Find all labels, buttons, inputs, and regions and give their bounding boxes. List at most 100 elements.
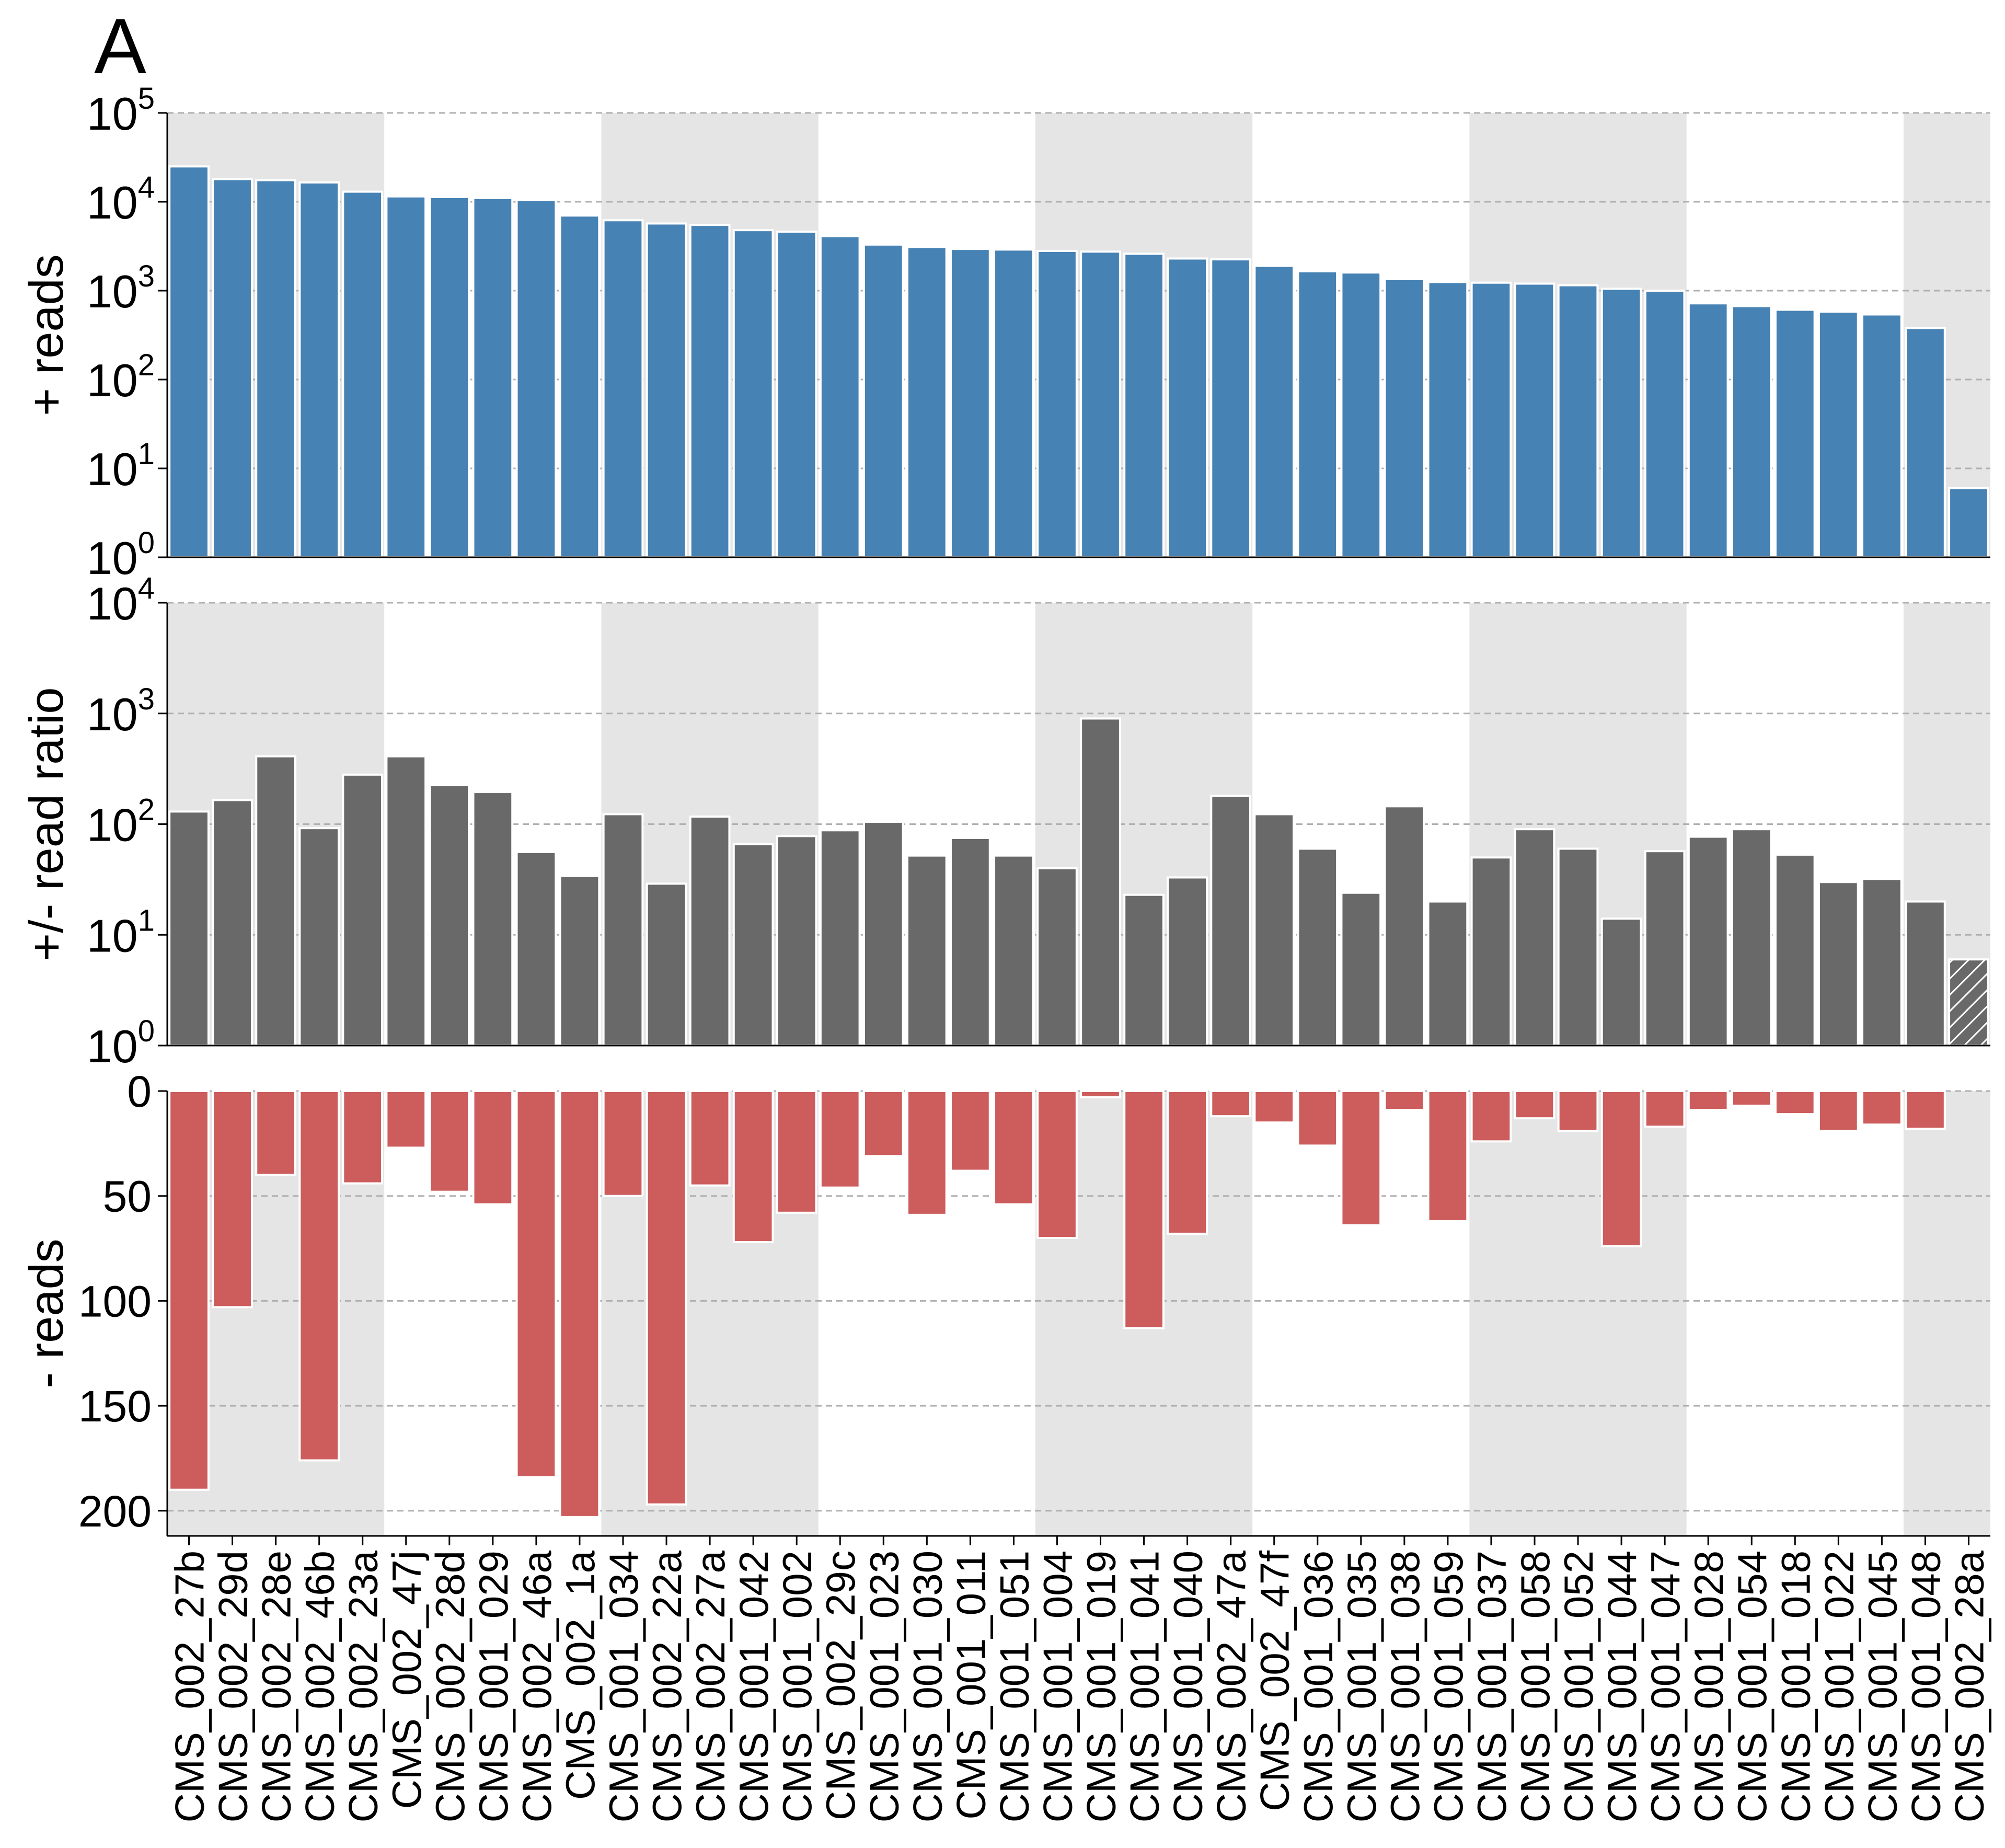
bar — [819, 235, 861, 559]
bar — [1340, 1090, 1382, 1226]
x-tick-label: CMS_002_47f — [1252, 1551, 1298, 1811]
x-tick-label: CMS_001_052 — [1555, 1551, 1601, 1822]
x-tick-label: CMS_001_048 — [1903, 1551, 1949, 1822]
bar — [1774, 308, 1816, 559]
bar — [1340, 271, 1382, 558]
bar — [385, 755, 427, 1047]
bar — [515, 1090, 557, 1478]
y-tick-label: 100 — [78, 1277, 152, 1326]
bar — [1644, 290, 1686, 558]
x-tick-label: CMS_002_23a — [340, 1550, 386, 1822]
y-tick-label: 101 — [87, 903, 155, 961]
bar — [1123, 893, 1165, 1047]
x-tick-label: CMS_002_29d — [210, 1551, 256, 1822]
bar — [212, 1090, 253, 1308]
bar — [993, 854, 1034, 1047]
bar — [1036, 249, 1078, 558]
bar — [1340, 891, 1382, 1047]
bar — [1817, 1090, 1859, 1132]
bar — [1297, 1090, 1339, 1147]
y-tick-label: 50 — [103, 1172, 152, 1221]
bar — [1080, 717, 1121, 1047]
bar — [1557, 1090, 1599, 1132]
bar — [1080, 250, 1121, 559]
bar — [1600, 1090, 1642, 1248]
bar — [342, 773, 384, 1047]
x-tick-label: CMS_002_1a — [557, 1550, 603, 1800]
bar — [602, 219, 644, 559]
bar — [1384, 1090, 1425, 1111]
x-tick-label: CMS_001_044 — [1599, 1551, 1645, 1822]
background-band — [1903, 1091, 1990, 1536]
x-tick-label: CMS_002_28a — [1946, 1550, 1992, 1822]
bar — [1297, 847, 1339, 1047]
x-tick-label: CMS_001_035 — [1339, 1551, 1385, 1822]
x-tick-label: CMS_001_011 — [948, 1551, 994, 1820]
bar — [1774, 853, 1816, 1047]
y-tick-label: 100 — [87, 1014, 155, 1072]
bar — [1514, 828, 1555, 1047]
x-tick-label: CMS_002_47a — [1208, 1550, 1254, 1822]
bar — [168, 165, 210, 558]
bar — [862, 243, 904, 559]
bar — [993, 1090, 1034, 1206]
bar — [1384, 278, 1425, 558]
y-tick-label: 102 — [87, 793, 155, 851]
x-axis: CMS_002_27bCMS_002_29dCMS_002_28eCMS_002… — [167, 1536, 1992, 1822]
x-tick-label: CMS_001_054 — [1729, 1551, 1775, 1822]
bar — [646, 1090, 687, 1506]
bar — [1687, 302, 1729, 558]
y-axis-label: - reads — [20, 1238, 73, 1388]
bar — [646, 222, 687, 558]
bar — [1253, 813, 1295, 1047]
bar — [255, 179, 296, 558]
bar — [1036, 1090, 1078, 1239]
bar — [212, 178, 253, 558]
y-tick-label: 104 — [87, 571, 155, 629]
x-tick-label: CMS_002_28e — [253, 1551, 299, 1822]
y-tick-label: 101 — [87, 437, 155, 495]
bar — [1470, 281, 1512, 558]
y-tick-label: 100 — [87, 526, 155, 584]
y-tick-label: 200 — [78, 1487, 152, 1536]
bar — [689, 1090, 731, 1187]
x-tick-label: CMS_001_018 — [1772, 1551, 1818, 1822]
x-tick-label: CMS_002_47j — [384, 1551, 430, 1809]
bar — [472, 1090, 514, 1206]
bar — [1644, 1090, 1686, 1128]
bar — [472, 197, 514, 558]
bar — [732, 843, 774, 1047]
bar — [732, 1090, 774, 1244]
bar — [1600, 288, 1642, 558]
x-tick-label: CMS_002_46b — [297, 1551, 343, 1822]
x-tick-label: CMS_001_042 — [731, 1551, 777, 1822]
negative-reads-panel: 0 50 100 150 200 - reads — [20, 1067, 1990, 1537]
bar — [906, 854, 948, 1047]
bar — [1253, 1090, 1295, 1124]
x-tick-label: CMS_002_46a — [514, 1550, 560, 1822]
bar — [819, 829, 861, 1047]
bar — [776, 231, 817, 558]
bar — [1384, 805, 1425, 1047]
x-tick-label: CMS_002_28d — [427, 1551, 473, 1822]
y-tick-label: 103 — [87, 259, 155, 317]
y-tick-label: 150 — [78, 1382, 152, 1431]
y-tick-label: 103 — [87, 682, 155, 740]
bar — [1253, 265, 1295, 558]
bar — [1905, 900, 1946, 1047]
bar — [1905, 1090, 1946, 1130]
bar — [1644, 850, 1686, 1047]
bar — [1210, 795, 1252, 1047]
x-tick-label: CMS_001_041 — [1122, 1551, 1168, 1822]
y-tick-label: 0 — [127, 1067, 152, 1116]
y-axis-label: +/- read ratio — [20, 687, 73, 961]
bar — [1687, 1090, 1729, 1111]
bar — [1905, 327, 1946, 558]
bar — [689, 816, 731, 1047]
x-tick-label: CMS_001_045 — [1859, 1551, 1905, 1822]
x-tick-label: CMS_002_27a — [687, 1550, 733, 1822]
x-tick-label: CMS_002_27b — [167, 1551, 213, 1822]
panel-letter: A — [94, 2, 146, 90]
bar — [1861, 313, 1903, 558]
x-tick-label: CMS_001_038 — [1382, 1551, 1428, 1822]
